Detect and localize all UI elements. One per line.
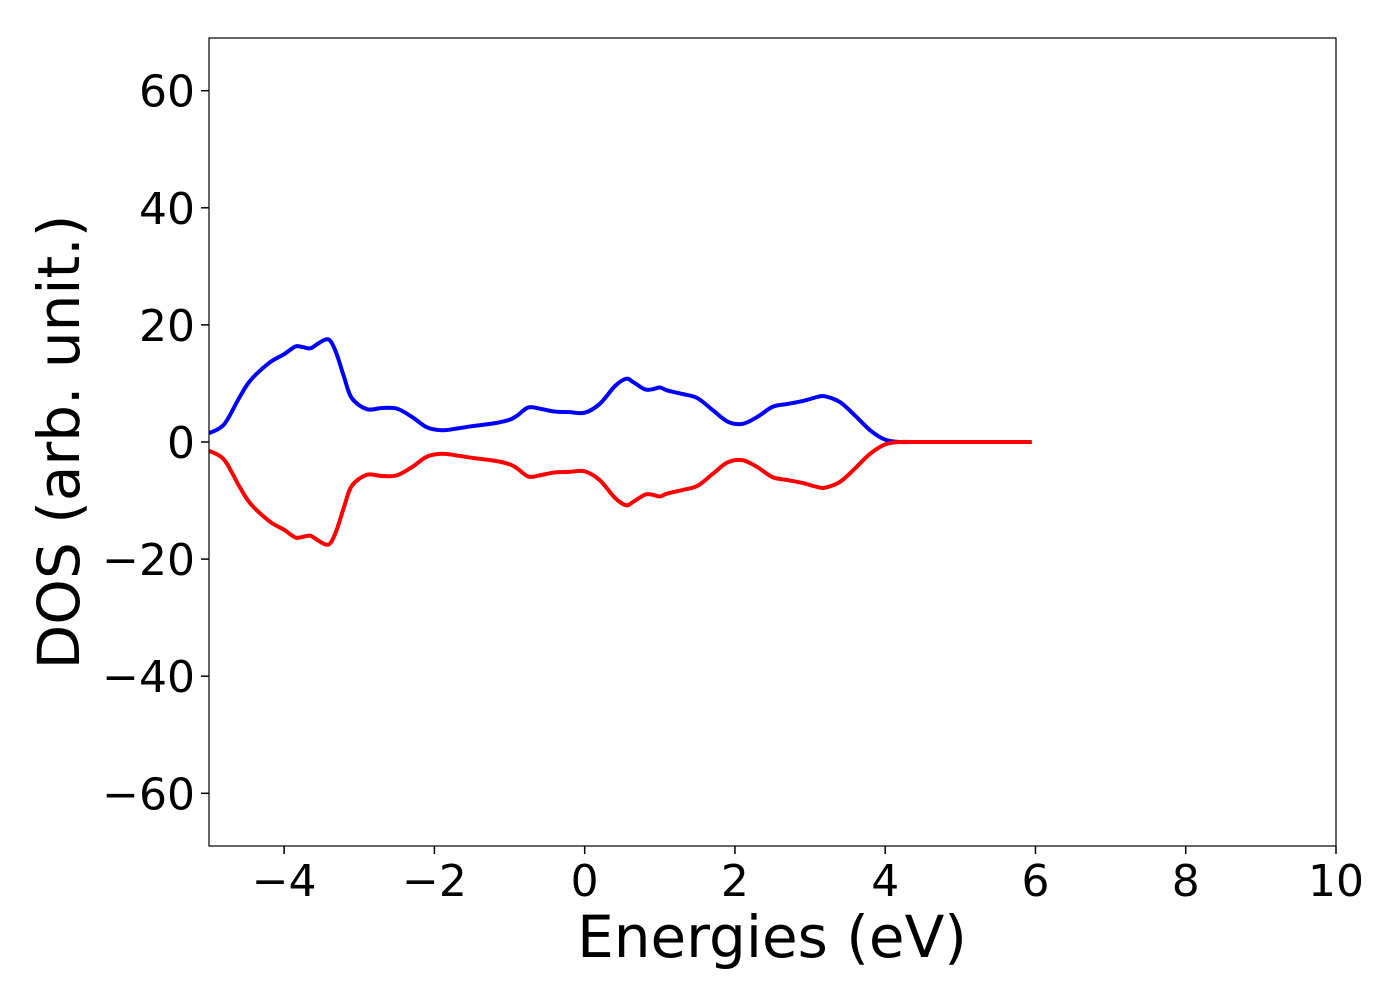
x-tick-label: −2 <box>402 856 467 907</box>
x-axis-ticks: −4 −2 0 2 4 6 8 10 <box>252 846 1364 907</box>
x-tick-label: 4 <box>871 856 899 907</box>
y-tick-label: 60 <box>139 67 195 118</box>
x-axis-label: Energies (eV) <box>577 903 967 971</box>
y-tick-label: −20 <box>102 535 195 586</box>
y-tick-label: 20 <box>139 301 195 352</box>
y-tick-label: −60 <box>102 769 195 820</box>
y-axis-ticks: −60 −40 −20 0 20 40 60 <box>102 67 209 820</box>
plot-frame <box>208 37 1337 847</box>
series-line-1 <box>209 337 1032 445</box>
x-tick-label: 0 <box>571 856 599 907</box>
x-tick-label: 2 <box>721 856 749 907</box>
series-layer <box>209 337 1032 547</box>
y-axis-label: DOS (arb. unit.) <box>25 215 93 670</box>
series-line-2 <box>209 439 1032 547</box>
x-tick-label: −4 <box>252 856 317 907</box>
x-tick-label: 8 <box>1172 856 1200 907</box>
y-tick-label: 0 <box>167 418 195 469</box>
y-tick-label: −40 <box>102 652 195 703</box>
x-tick-label: 10 <box>1308 856 1364 907</box>
x-tick-label: 6 <box>1021 856 1049 907</box>
y-tick-label: 40 <box>139 184 195 235</box>
